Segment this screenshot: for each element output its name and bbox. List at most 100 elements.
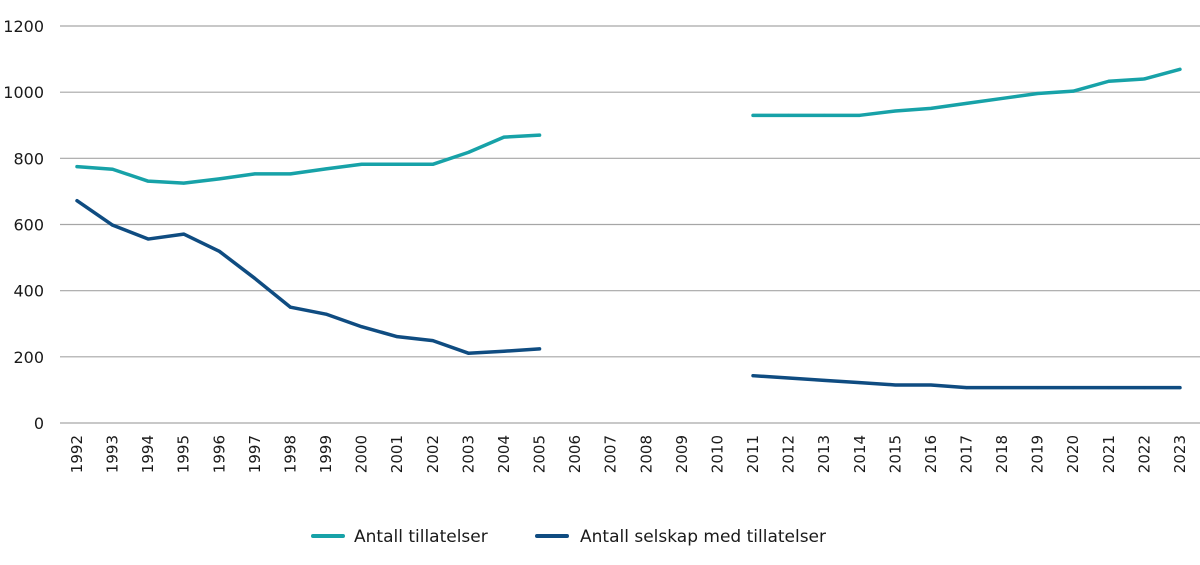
data-point — [822, 378, 826, 382]
data-point — [217, 177, 221, 181]
data-point — [893, 109, 897, 113]
data-point — [466, 351, 470, 355]
data-point — [360, 162, 364, 166]
data-point — [217, 249, 221, 253]
data-point — [538, 133, 542, 137]
data-point — [893, 383, 897, 387]
data-point — [288, 172, 292, 176]
x-tick-label: 2008 — [637, 435, 655, 473]
data-point — [1071, 89, 1075, 93]
data-point — [395, 162, 399, 166]
x-tick-label: 2000 — [353, 435, 371, 473]
data-point — [1036, 386, 1040, 390]
data-point — [75, 165, 79, 169]
x-tick-label: 2016 — [922, 435, 940, 473]
x-tick-label: 2007 — [602, 435, 620, 473]
data-point — [538, 347, 542, 351]
y-tick-label: 1200 — [3, 17, 44, 36]
data-point — [1000, 96, 1004, 100]
x-tick-label: 2018 — [993, 435, 1011, 473]
series-line-antall-selskap-segment-1 — [75, 198, 542, 355]
data-point — [965, 101, 968, 105]
data-point — [502, 349, 506, 353]
y-tick-label: 400 — [13, 282, 44, 301]
data-point — [1178, 67, 1182, 71]
x-tick-label: 2012 — [780, 435, 798, 473]
x-tick-label: 1999 — [317, 435, 335, 473]
gridlines — [60, 25, 1200, 424]
data-point — [182, 181, 186, 185]
data-point — [1107, 386, 1111, 390]
data-point — [253, 172, 257, 176]
x-tick-label: 2021 — [1100, 435, 1118, 473]
data-point — [431, 339, 435, 343]
series-line-antall-tillatelser-segment-1 — [75, 133, 542, 185]
data-point — [146, 179, 150, 183]
data-point — [182, 232, 186, 236]
data-point — [1142, 77, 1146, 81]
x-tick-label: 2017 — [958, 435, 976, 473]
data-point — [787, 376, 791, 380]
legend: Antall tillatelser Antall selskap med ti… — [311, 527, 826, 547]
x-tick-label: 2023 — [1171, 435, 1189, 473]
x-tick-label: 1994 — [139, 435, 157, 473]
x-tick-label: 2022 — [1135, 435, 1153, 473]
x-tick-label: 2006 — [566, 435, 584, 473]
x-tick-label: 2011 — [744, 435, 762, 473]
data-point — [858, 381, 862, 385]
data-point — [1178, 386, 1182, 390]
data-point — [466, 150, 470, 154]
x-tick-label: 2010 — [708, 435, 726, 473]
data-point — [822, 113, 826, 117]
y-axis-ticks: 0 200 400 600 800 1000 1200 — [3, 17, 44, 433]
data-point — [929, 106, 933, 110]
x-tick-label: 2020 — [1064, 435, 1082, 473]
x-tick-label: 2015 — [886, 435, 904, 473]
data-point — [1107, 79, 1111, 83]
data-point — [324, 167, 328, 171]
data-point — [111, 223, 115, 227]
x-tick-label: 1996 — [210, 435, 228, 473]
x-tick-label: 2003 — [459, 435, 477, 473]
data-point — [751, 374, 755, 378]
y-tick-label: 800 — [13, 149, 44, 168]
data-point — [324, 312, 328, 316]
x-tick-label: 1993 — [104, 435, 122, 473]
data-point — [395, 335, 399, 339]
data-point — [431, 162, 435, 166]
x-tick-label: 1995 — [175, 435, 193, 473]
y-tick-label: 0 — [34, 414, 44, 433]
series-lines — [75, 67, 1182, 390]
data-point — [75, 199, 79, 203]
y-tick-label: 200 — [13, 348, 44, 367]
data-point — [1071, 386, 1075, 390]
data-point — [360, 325, 364, 329]
x-tick-label: 2001 — [388, 435, 406, 473]
x-tick-label: 2005 — [531, 435, 549, 473]
data-point — [965, 386, 968, 390]
x-tick-label: 2019 — [1029, 435, 1047, 473]
x-tick-label: 2009 — [673, 435, 691, 473]
x-tick-label: 1997 — [246, 435, 264, 473]
x-tick-label: 2013 — [815, 435, 833, 473]
y-tick-label: 1000 — [3, 83, 44, 102]
x-tick-label: 2014 — [851, 435, 869, 473]
data-point — [751, 113, 755, 117]
x-tick-label: 2004 — [495, 435, 513, 473]
y-tick-label: 600 — [13, 216, 44, 235]
x-tick-label: 1998 — [281, 435, 299, 473]
data-point — [1036, 91, 1040, 95]
data-point — [858, 113, 862, 117]
legend-label-antall-selskap: Antall selskap med tillatelser — [580, 527, 826, 547]
data-point — [288, 305, 292, 309]
data-point — [253, 276, 257, 280]
data-point — [502, 135, 506, 139]
data-point — [146, 237, 150, 241]
x-tick-label: 2002 — [424, 435, 442, 473]
x-tick-label: 1992 — [68, 435, 86, 473]
data-point — [1142, 386, 1146, 390]
data-point — [929, 383, 933, 387]
series-line-antall-selskap-segment-2 — [751, 373, 1182, 390]
data-point — [787, 113, 791, 117]
